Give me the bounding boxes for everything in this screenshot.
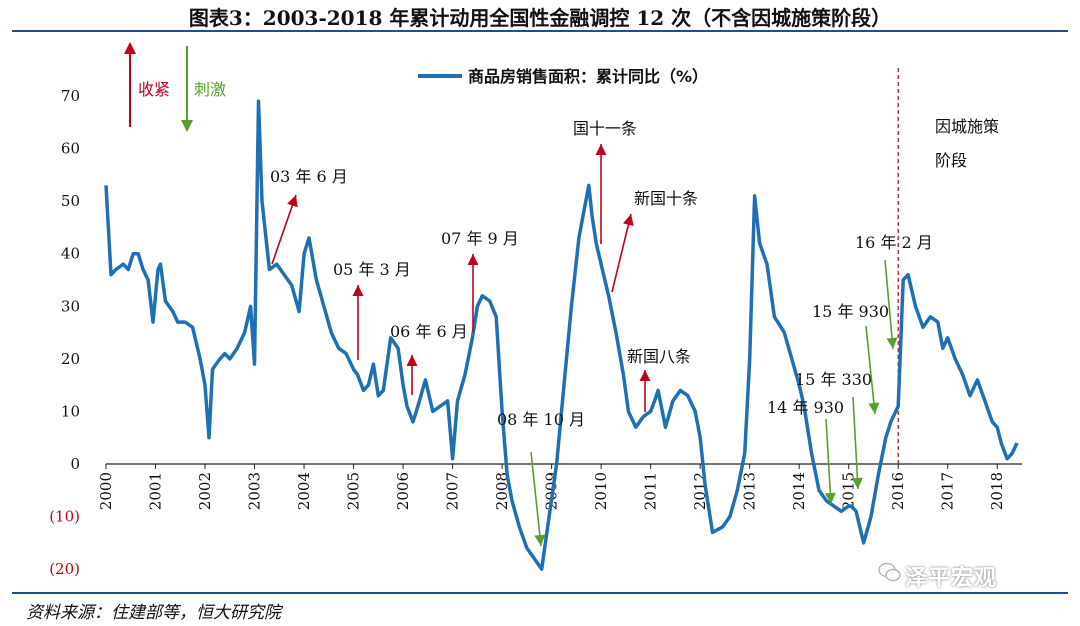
annotation-arrow <box>611 213 632 293</box>
x-tick-label: 2003 <box>246 472 264 510</box>
footer-rule <box>12 592 1068 594</box>
x-tick-label: 2007 <box>444 472 462 510</box>
annotation-tighten: 国十一条 <box>573 119 637 244</box>
annotation-tighten: 06 年 6 月 <box>390 322 468 395</box>
y-tick-label: 0 <box>70 455 80 473</box>
annotation-label: 07 年 9 月 <box>441 229 519 248</box>
x-tick-label: 2018 <box>988 472 1006 510</box>
annotation-label: 新国十条 <box>634 189 698 208</box>
annotation-label: 国十一条 <box>573 119 637 138</box>
annotation-tighten: 03 年 6 月 <box>270 167 348 265</box>
annotation-arrowhead <box>352 285 364 296</box>
x-tick-label: 2015 <box>840 472 858 510</box>
y-tick-label: (10) <box>49 508 80 526</box>
key-tighten-arrowhead <box>124 42 136 54</box>
annotations-group: 03 年 6 月 05 年 3 月 06 年 6 月 07 年 9 月 08 年 10 … <box>270 119 933 547</box>
series-line <box>104 99 1019 571</box>
annotation-arrowhead <box>824 492 836 504</box>
annotation-label: 05 年 3 月 <box>333 260 411 279</box>
x-tick-label: 2008 <box>493 472 511 510</box>
x-tick-label: 2016 <box>889 472 907 510</box>
annotation-arrowhead <box>623 214 634 226</box>
annotation-stimulus: 08 年 10 月 <box>497 410 585 547</box>
annotation-arrowhead <box>886 337 898 349</box>
annotation-arrowhead <box>639 370 651 381</box>
page-title: 图表3：2003-2018 年累计动用全国性金融调控 12 次（不含因城施策阶段… <box>188 6 892 30</box>
annotation-label: 03 年 6 月 <box>270 167 348 186</box>
y-tick-label: (20) <box>49 560 80 578</box>
annotation-stimulus: 16 年 2 月 <box>855 233 933 350</box>
x-tick-label: 2000 <box>97 472 115 510</box>
key-stimulus-arrowhead <box>181 120 193 132</box>
annotation-tighten: 07 年 9 月 <box>441 229 519 332</box>
y-tick-label: 30 <box>61 297 80 315</box>
region-label-line2: 阶段 <box>935 151 967 170</box>
x-tick-label: 2011 <box>642 472 660 510</box>
y-tick-label: 70 <box>61 87 80 105</box>
annotation-stimulus: 14 年 930 <box>767 398 844 505</box>
annotation-label: 15 年 330 <box>795 370 872 389</box>
annotation-tighten: 新国十条 <box>611 189 698 293</box>
y-tick-label: 20 <box>61 350 80 368</box>
y-tick-label: 60 <box>61 140 80 158</box>
annotation-arrowhead <box>595 144 607 155</box>
annotation-arrow <box>852 396 859 490</box>
annotation-arrowhead <box>287 195 298 208</box>
annotation-arrow <box>884 259 894 350</box>
annotation-arrowhead <box>467 254 479 265</box>
x-tick-label: 2002 <box>196 472 214 510</box>
annotation-label: 06 年 6 月 <box>390 322 468 341</box>
legend-label: 商品房销售面积：累计同比（%） <box>468 67 708 86</box>
title-rule <box>12 30 1068 32</box>
annotation-label: 15 年 930 <box>812 302 889 321</box>
annotation-label: 08 年 10 月 <box>497 410 585 429</box>
key-stimulus-label: 刺激 <box>194 80 226 99</box>
x-tick-label: 2013 <box>741 472 759 510</box>
annotation-tighten: 05 年 3 月 <box>333 260 411 360</box>
key-tighten-label: 收紧 <box>138 80 170 99</box>
annotation-arrow <box>865 325 876 415</box>
x-tick-label: 2010 <box>592 472 610 510</box>
annotation-arrow <box>530 451 542 547</box>
wechat-logo-icon <box>878 562 901 582</box>
annotation-tighten: 新国八条 <box>627 347 691 412</box>
annotation-arrow <box>271 194 297 265</box>
y-tick-label: 50 <box>61 192 80 210</box>
annotation-label: 新国八条 <box>627 347 691 366</box>
annotation-arrowhead <box>868 402 880 414</box>
x-tick-label: 2006 <box>394 472 412 510</box>
key-stimulus: 刺激 <box>181 46 226 132</box>
x-tick-label: 2001 <box>147 472 165 510</box>
y-tick-label: 10 <box>61 402 80 420</box>
annotation-label: 16 年 2 月 <box>855 233 933 252</box>
x-tick-label: 2004 <box>295 472 313 510</box>
overlay-group: 商品房销售面积：累计同比（%） 收紧 刺激 因城施策 阶段 <box>124 42 999 170</box>
annotation-stimulus: 15 年 930 <box>812 302 889 415</box>
annotation-label: 14 年 930 <box>767 398 844 417</box>
annotation-arrowhead <box>851 477 863 489</box>
x-tick-label: 2017 <box>939 472 957 510</box>
key-tighten: 收紧 <box>124 42 170 127</box>
x-tick-label: 2005 <box>345 472 363 510</box>
annotation-arrowhead <box>406 355 418 366</box>
source-note: 资料来源：住建部等，恒大研究院 <box>26 603 281 623</box>
region-label-line1: 因城施策 <box>935 117 999 136</box>
y-tick-label: 40 <box>61 245 80 263</box>
annotation-stimulus: 15 年 330 <box>795 370 872 490</box>
x-tick-label: 2014 <box>790 472 808 510</box>
annotation-arrow <box>825 418 832 505</box>
series-group <box>104 99 1019 571</box>
annotation-arrowhead <box>534 534 546 546</box>
watermark-text: 泽平宏观 <box>905 566 998 591</box>
